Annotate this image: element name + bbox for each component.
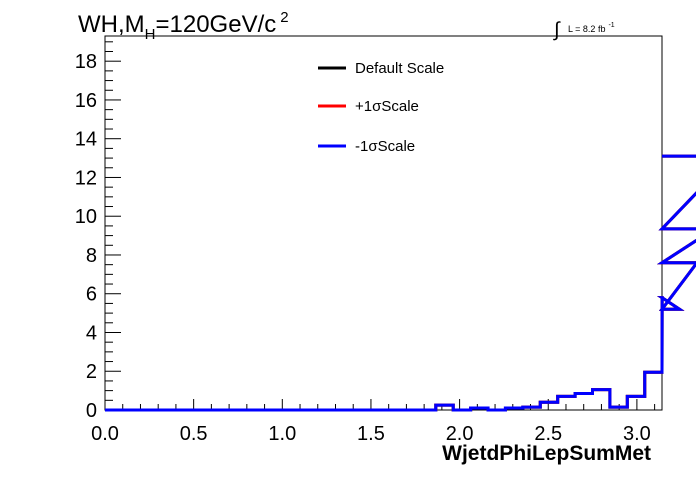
y-tick-label: 18 — [75, 51, 97, 73]
chart-title-superscript: 2 — [280, 9, 288, 26]
series-group — [105, 154, 696, 412]
y-tick-label: 12 — [75, 167, 97, 189]
series-line-1 — [105, 154, 696, 412]
y-tick-label: 2 — [86, 361, 97, 383]
y-tick-label: 10 — [75, 206, 97, 228]
lumi-integral-sign: ∫ — [553, 19, 561, 41]
legend: Default Scale +1σScale -1σScale — [318, 60, 444, 155]
chart-title-prefix: WH,M — [78, 11, 145, 38]
chart-title: WH,MH=120GeV/c 2 — [78, 9, 289, 43]
x-tick-label: 1.5 — [357, 423, 385, 445]
x-axis-tick-labels: 0.0 0.5 1.0 1.5 2.0 2.5 3.0 — [91, 423, 651, 445]
series-line-2 — [105, 154, 696, 412]
y-tick-label: 14 — [75, 129, 97, 151]
x-tick-label: 1.0 — [268, 423, 296, 445]
y-tick-label: 4 — [86, 322, 97, 344]
lumi-text: L = 8.2 fb — [568, 24, 605, 34]
y-axis-ticks — [105, 41, 121, 411]
y-tick-label: 8 — [86, 245, 97, 267]
legend-label: +1σScale — [355, 98, 419, 115]
x-axis-title: WjetdPhiLepSumMet — [442, 442, 651, 465]
chart-title-subscript: H — [145, 26, 156, 43]
x-tick-label: 3.0 — [623, 423, 651, 445]
x-tick-label: 2.0 — [446, 423, 474, 445]
chart-title-mid: =120GeV/c — [156, 11, 277, 38]
lumi-superscript: -1 — [608, 22, 614, 29]
x-tick-label: 0.5 — [180, 423, 208, 445]
series-line-0 — [105, 154, 696, 412]
legend-label: Default Scale — [355, 60, 444, 77]
plot-frame — [104, 35, 663, 411]
legend-label: -1σScale — [355, 138, 415, 155]
y-tick-label: 6 — [86, 284, 97, 306]
y-tick-label: 16 — [75, 90, 97, 112]
y-tick-label: 0 — [86, 400, 97, 422]
lumi-label: L = 8.2 fb -1 — [568, 22, 615, 34]
x-axis-ticks — [104, 399, 656, 410]
x-tick-label: 0.0 — [91, 423, 119, 445]
x-tick-label: 2.5 — [534, 423, 562, 445]
y-axis-tick-labels: 0 2 4 6 8 10 12 14 16 18 — [75, 51, 97, 422]
